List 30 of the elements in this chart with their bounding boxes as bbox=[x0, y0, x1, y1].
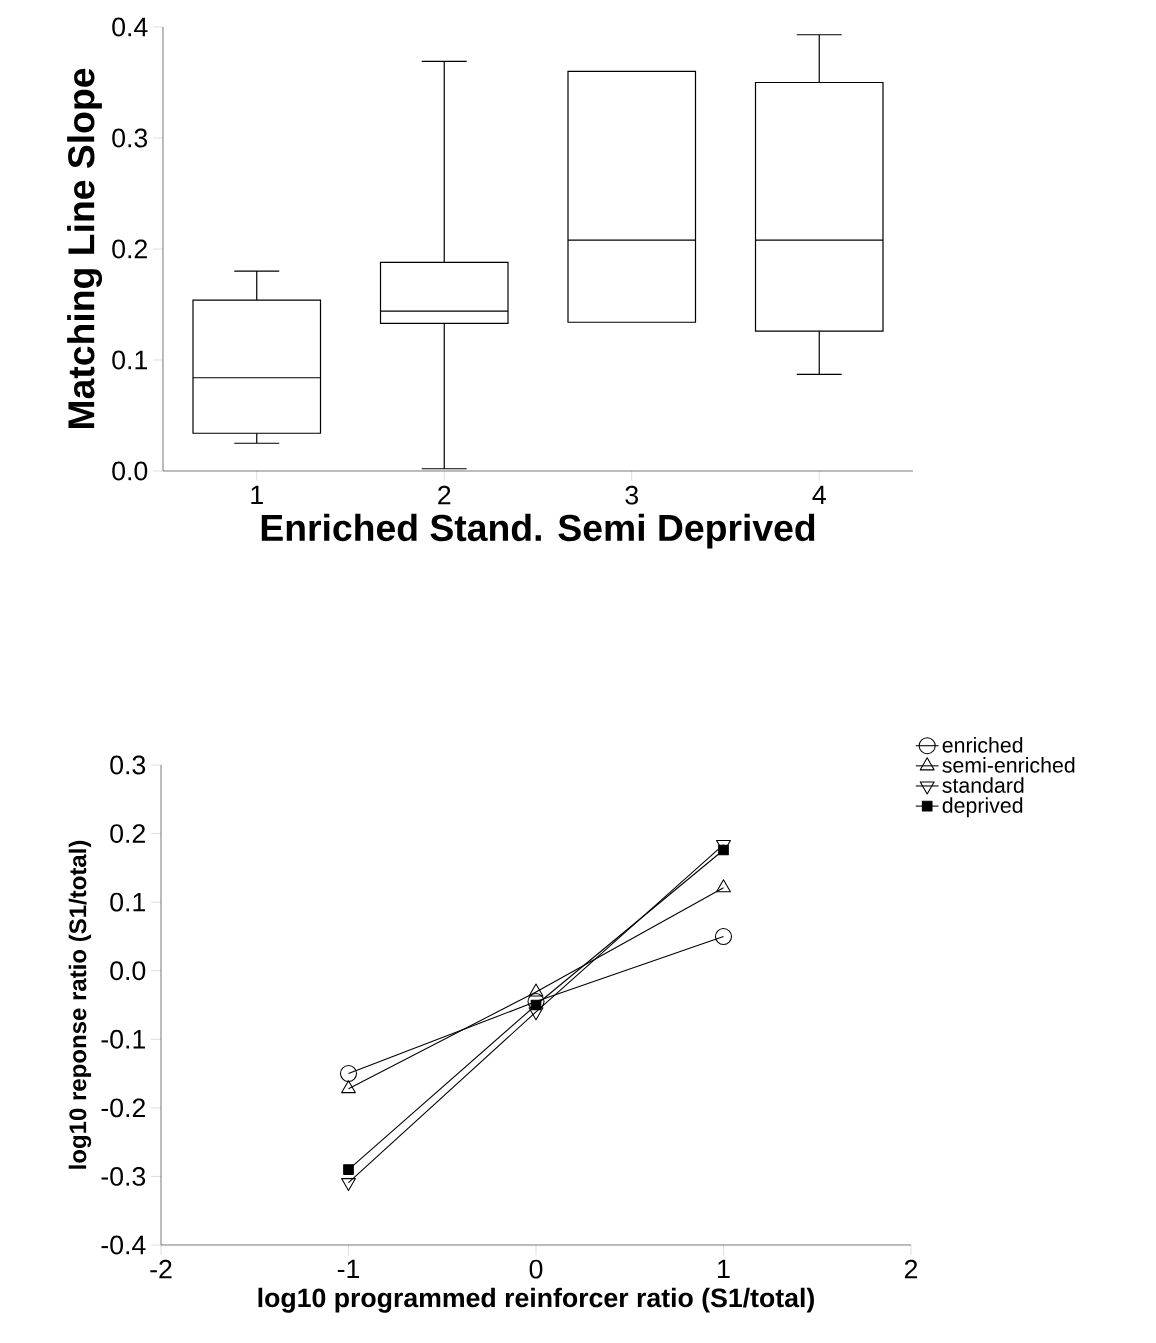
y-axis-title: log10 reponse ratio (S1/total) bbox=[68, 840, 92, 1169]
y-tick-label: 0.4 bbox=[112, 17, 148, 37]
y-tick-label: 0.0 bbox=[110, 961, 146, 981]
legend-label: deprived bbox=[942, 797, 1023, 818]
y-tick-label: -0.4 bbox=[101, 1235, 146, 1255]
x-tick-label: -2 bbox=[150, 1259, 172, 1279]
x-tick-label: 0 bbox=[529, 1259, 543, 1279]
y-tick-label: -0.1 bbox=[101, 1029, 145, 1049]
y-tick-label: 0.3 bbox=[112, 128, 148, 148]
y-tick-label: 0.3 bbox=[110, 755, 146, 775]
y-tick-label: 0.2 bbox=[110, 824, 145, 843]
y-tick-label: 0.0 bbox=[112, 461, 148, 481]
legend-label: standard bbox=[942, 777, 1024, 793]
y-tick-label: 0.1 bbox=[112, 350, 147, 370]
x-tick-label: -1 bbox=[337, 1259, 360, 1279]
y-tick-label: 0.2 bbox=[112, 239, 147, 259]
x-tick-label: 1 bbox=[251, 485, 263, 505]
legend-label: enriched bbox=[942, 737, 1023, 753]
y-tick-label: 0.1 bbox=[110, 892, 145, 912]
y-tick-label: -0.3 bbox=[101, 1166, 146, 1186]
x-tick-label: 4 bbox=[812, 485, 826, 505]
x-axis-title: log10 programmed reinforcer ratio (S1/total) bbox=[258, 1287, 814, 1313]
y-axis-title: Matching Line Slope bbox=[67, 68, 103, 428]
legend-label: semi-enriched bbox=[942, 757, 1075, 773]
y-tick-label: -0.2 bbox=[101, 1098, 145, 1118]
x-axis-title: Enriched Stand. Semi Deprived bbox=[261, 513, 815, 549]
x-tick-label: 2 bbox=[438, 485, 451, 505]
x-tick-label: 2 bbox=[904, 1259, 918, 1279]
x-tick-label: 1 bbox=[718, 1259, 730, 1279]
x-tick-label: 3 bbox=[625, 485, 638, 505]
